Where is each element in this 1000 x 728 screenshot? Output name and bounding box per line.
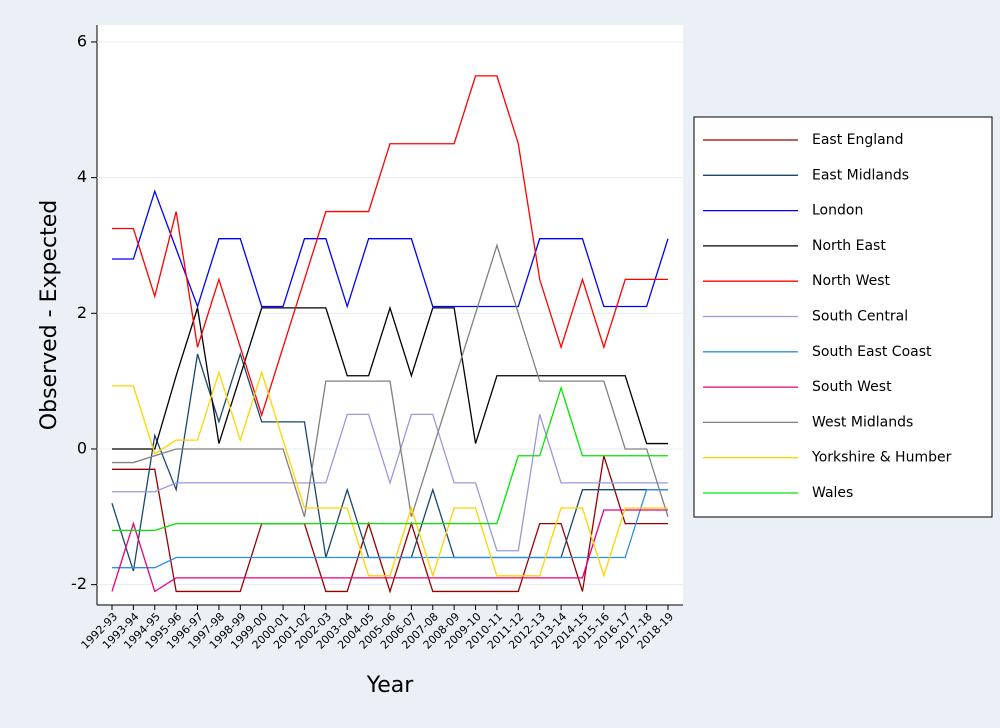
legend-label: South West: [812, 379, 892, 395]
y-tick-label: -2: [71, 574, 87, 593]
series-line: [112, 189, 669, 309]
x-axis-title: Year: [366, 673, 415, 698]
legend-label: Yorkshire & Humber: [811, 450, 952, 466]
legend-label: North West: [812, 273, 891, 289]
legend-label: London: [812, 203, 863, 219]
legend-label: South Central: [812, 309, 908, 325]
plot-area: [97, 25, 683, 605]
y-tick-label: 2: [77, 303, 87, 322]
y-tick-label: 0: [77, 438, 87, 457]
series-line: [112, 75, 668, 418]
series-line: [112, 455, 668, 594]
legend-label: North East: [812, 238, 886, 254]
series-line: [111, 509, 668, 593]
y-axis-title: Observed - Expected: [37, 200, 62, 430]
series-line: [112, 489, 668, 569]
y-tick-label: 4: [77, 167, 87, 186]
legend-label: Wales: [812, 485, 853, 501]
legend-label: East England: [812, 132, 904, 148]
legend-label: East Midlands: [812, 167, 909, 183]
series-line: [112, 385, 668, 532]
series-line: [112, 243, 669, 518]
series-line: [112, 413, 668, 552]
y-tick-label: 6: [77, 31, 87, 50]
legend-label: South East Coast: [812, 344, 932, 360]
series-line: [112, 305, 668, 450]
series-line: [112, 370, 668, 578]
legend-label: West Midlands: [812, 414, 913, 430]
